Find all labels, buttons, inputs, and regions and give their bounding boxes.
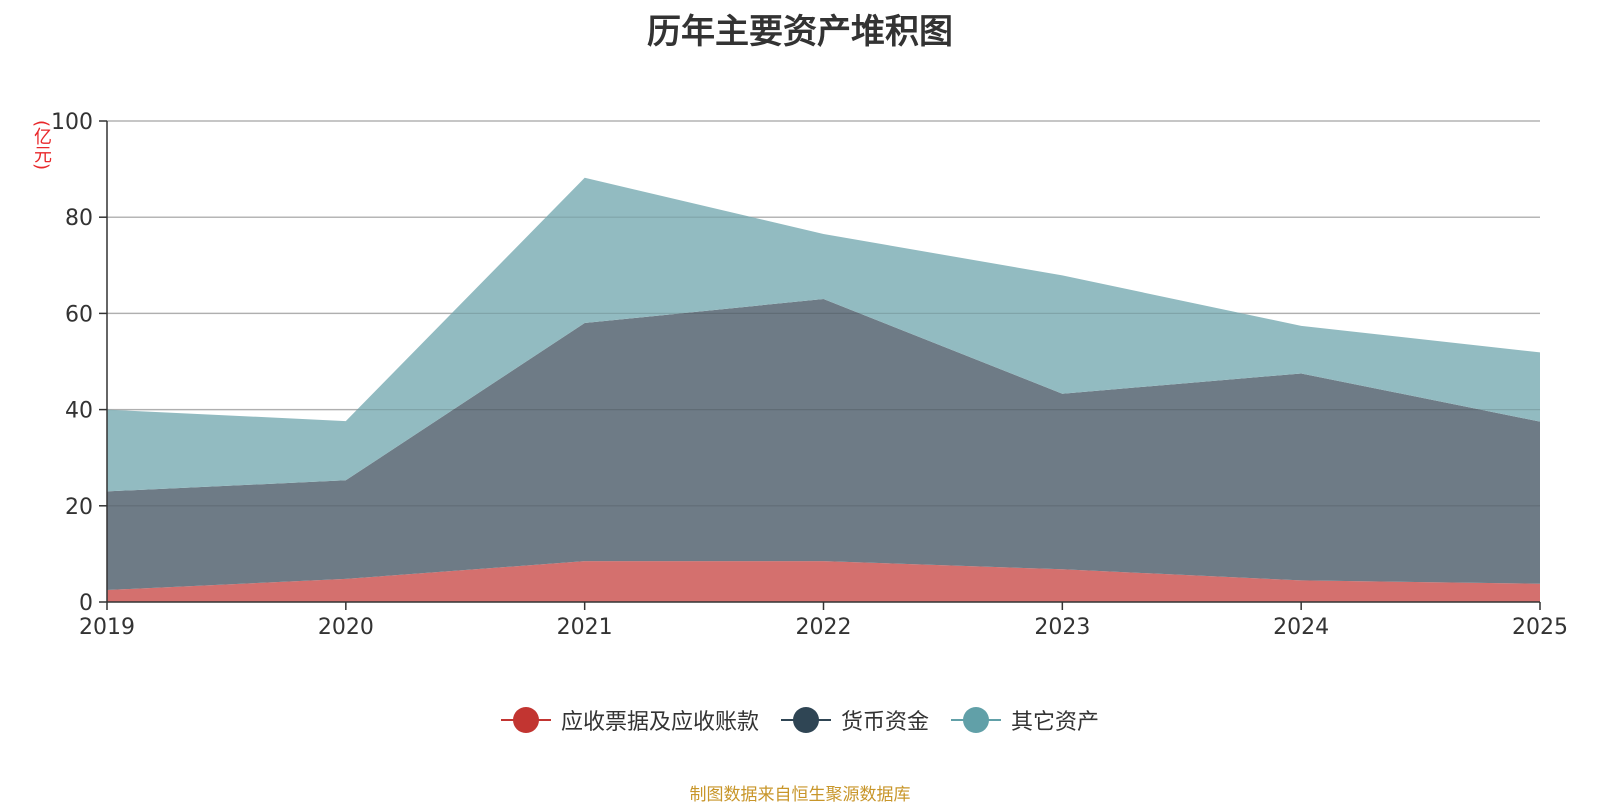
y-tick-label: 40 [65, 399, 93, 424]
legend-item-receivables[interactable]: 应收票据及应收账款 [500, 704, 759, 736]
area-series-0 [107, 561, 1540, 602]
y-tick-label: 0 [79, 591, 93, 616]
legend-label-other-assets: 其它资产 [1011, 710, 1100, 735]
legend-label-receivables: 应收票据及应收账款 [560, 710, 759, 735]
legend-swatch-receivables [500, 707, 551, 733]
area-series-2 [107, 177, 1540, 492]
legend-label-cash: 货币资金 [840, 710, 929, 735]
x-tick-label: 2019 [79, 615, 135, 640]
x-tick-label: 2023 [1034, 615, 1090, 640]
x-tick-label: 2020 [318, 615, 374, 640]
legend-item-cash[interactable]: 货币资金 [780, 704, 929, 736]
data-source-note: 制图数据来自恒生聚源数据库 [689, 785, 911, 805]
y-tick-label: 100 [51, 110, 93, 135]
y-tick-label: 20 [65, 495, 93, 520]
legend-item-other-assets[interactable]: 其它资产 [951, 704, 1099, 736]
stacked-area-chart: 0 20 40 60 80 100 2019 2020 2021 2022 2023 2024 2025 [51, 110, 1568, 640]
y-axis-unit-label: (亿元) [31, 120, 52, 171]
chart-legend: 应收票据及应收账款 货币资金 其它资产 [0, 704, 1600, 736]
legend-swatch-cash [780, 707, 831, 733]
chart-title: 历年主要资产堆积图 [647, 12, 953, 52]
x-tick-label: 2025 [1512, 615, 1568, 640]
x-tick-label: 2022 [796, 615, 852, 640]
y-tick-label: 80 [65, 206, 93, 231]
x-tick-label: 2021 [557, 615, 613, 640]
x-tick-label: 2024 [1273, 615, 1329, 640]
legend-swatch-other-assets [951, 707, 1001, 733]
y-tick-label: 60 [65, 302, 93, 327]
area-series-1 [107, 299, 1540, 590]
